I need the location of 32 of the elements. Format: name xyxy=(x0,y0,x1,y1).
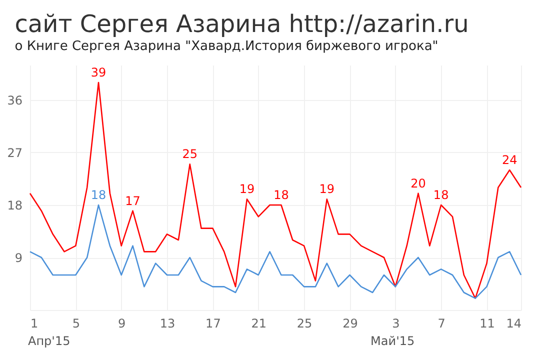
data-label: 19 xyxy=(239,182,255,196)
data-label: 25 xyxy=(182,147,198,162)
chart-subtitle: о Книге Сергея Азарина "Хавард.История биржевого игрока" xyxy=(14,39,438,54)
x-tick-label: 13 xyxy=(160,316,176,330)
text: Май'15 xyxy=(370,334,415,348)
y-tick-label: 9 xyxy=(14,251,22,265)
data-label: 20 xyxy=(410,176,426,190)
x-tick-label: 17 xyxy=(206,316,221,330)
x-tick-label: 5 xyxy=(72,316,80,330)
data-label: 18 xyxy=(433,188,449,202)
x-tick-label: 14 xyxy=(506,316,522,330)
x-tick-label: 7 xyxy=(438,316,446,330)
data-label: 19 xyxy=(319,182,335,196)
line-series xyxy=(29,204,522,299)
data-label: 18 xyxy=(90,188,106,202)
y-tick-label: 18 xyxy=(7,198,22,212)
text: Апр'15 xyxy=(28,334,70,348)
y-tick-label: 27 xyxy=(7,146,22,160)
data-label: 18 xyxy=(274,188,289,202)
x-tick-label: 29 xyxy=(342,316,358,330)
line-series xyxy=(29,82,522,299)
chart-title: сайт Сергея Азарина http://azarin.ru xyxy=(14,10,469,38)
y-tick-label: 36 xyxy=(7,94,22,108)
x-tick-label: 25 xyxy=(296,316,312,330)
x-tick-label: 1 xyxy=(30,316,38,330)
data-label: 17 xyxy=(125,194,140,208)
data-label: 39 xyxy=(90,66,106,80)
x-tick-label: 3 xyxy=(392,316,400,330)
x-tick-label: 9 xyxy=(118,316,126,330)
data-label: 24 xyxy=(502,153,518,167)
x-tick-label: 11 xyxy=(480,316,495,330)
x-tick-label: 21 xyxy=(251,316,267,330)
